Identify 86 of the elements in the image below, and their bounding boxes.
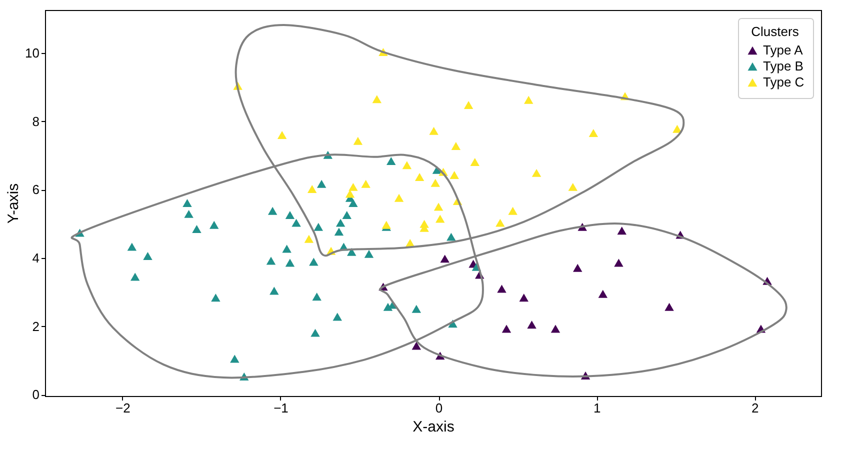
- y-tick-label: 6: [32, 182, 40, 198]
- x-tick-label: 2: [752, 400, 759, 416]
- point: [412, 304, 422, 313]
- point: [508, 206, 518, 215]
- point: [386, 156, 396, 165]
- point: [348, 182, 358, 191]
- point: [312, 292, 322, 301]
- point: [285, 258, 295, 267]
- point: [332, 312, 342, 321]
- point: [436, 214, 445, 223]
- point: [282, 244, 292, 253]
- point: [614, 258, 624, 267]
- point: [336, 218, 346, 227]
- y-tick-label: 8: [32, 114, 40, 129]
- point: [588, 128, 598, 137]
- x-tick-label: −2: [116, 400, 130, 416]
- point: [568, 182, 578, 191]
- point: [664, 302, 674, 311]
- point: [307, 185, 317, 193]
- point: [268, 206, 278, 215]
- point: [184, 210, 194, 218]
- point: [451, 142, 461, 150]
- point: [434, 202, 444, 211]
- legend-label: Type A: [763, 42, 804, 58]
- point: [519, 294, 528, 302]
- point: [143, 252, 152, 260]
- x-tick-label: 0: [435, 400, 443, 416]
- point: [277, 131, 287, 140]
- point: [304, 234, 314, 243]
- legend-label: Type B: [763, 58, 804, 74]
- point: [130, 272, 140, 281]
- x-tick-label: −1: [274, 400, 288, 416]
- point: [348, 199, 358, 207]
- point: [364, 250, 374, 258]
- point: [309, 258, 318, 266]
- point: [210, 220, 219, 229]
- point: [182, 199, 192, 207]
- x-tick-label: 1: [593, 400, 601, 416]
- point: [524, 96, 534, 104]
- point: [550, 324, 560, 333]
- point: [345, 190, 355, 198]
- point: [440, 254, 450, 263]
- point: [192, 224, 202, 233]
- point: [270, 286, 279, 295]
- point: [414, 173, 424, 182]
- legend-title: Clusters: [751, 24, 800, 39]
- point: [310, 328, 320, 337]
- point: [372, 95, 382, 104]
- point: [292, 218, 301, 227]
- legend-label: Type C: [763, 74, 804, 90]
- point: [470, 158, 480, 166]
- point: [314, 222, 324, 231]
- y-tick-label: 2: [32, 318, 40, 334]
- point: [598, 290, 608, 298]
- point: [127, 242, 137, 251]
- point: [412, 342, 422, 350]
- point: [353, 136, 363, 145]
- point: [450, 170, 459, 179]
- y-axis-title: Y-axis: [5, 183, 22, 224]
- point: [316, 180, 326, 188]
- point: [464, 100, 474, 109]
- x-axis-title: X-axis: [412, 418, 454, 436]
- point: [446, 232, 456, 241]
- point: [497, 284, 506, 293]
- point: [266, 256, 276, 265]
- point: [402, 161, 412, 170]
- point: [430, 178, 440, 187]
- point: [496, 218, 505, 227]
- point: [342, 210, 352, 219]
- point: [361, 180, 370, 188]
- point: [532, 168, 542, 177]
- point: [672, 124, 682, 133]
- point: [285, 210, 295, 219]
- y-tick-label: 0: [32, 387, 40, 402]
- point: [429, 126, 438, 135]
- y-tick-label: 4: [32, 250, 40, 266]
- point: [346, 248, 356, 256]
- point: [394, 194, 404, 202]
- point: [502, 324, 512, 333]
- y-tick-label: 10: [25, 46, 40, 61]
- point: [230, 354, 240, 363]
- point: [573, 264, 582, 272]
- point: [334, 228, 344, 236]
- point: [527, 320, 536, 329]
- point: [617, 226, 626, 235]
- point: [211, 294, 220, 302]
